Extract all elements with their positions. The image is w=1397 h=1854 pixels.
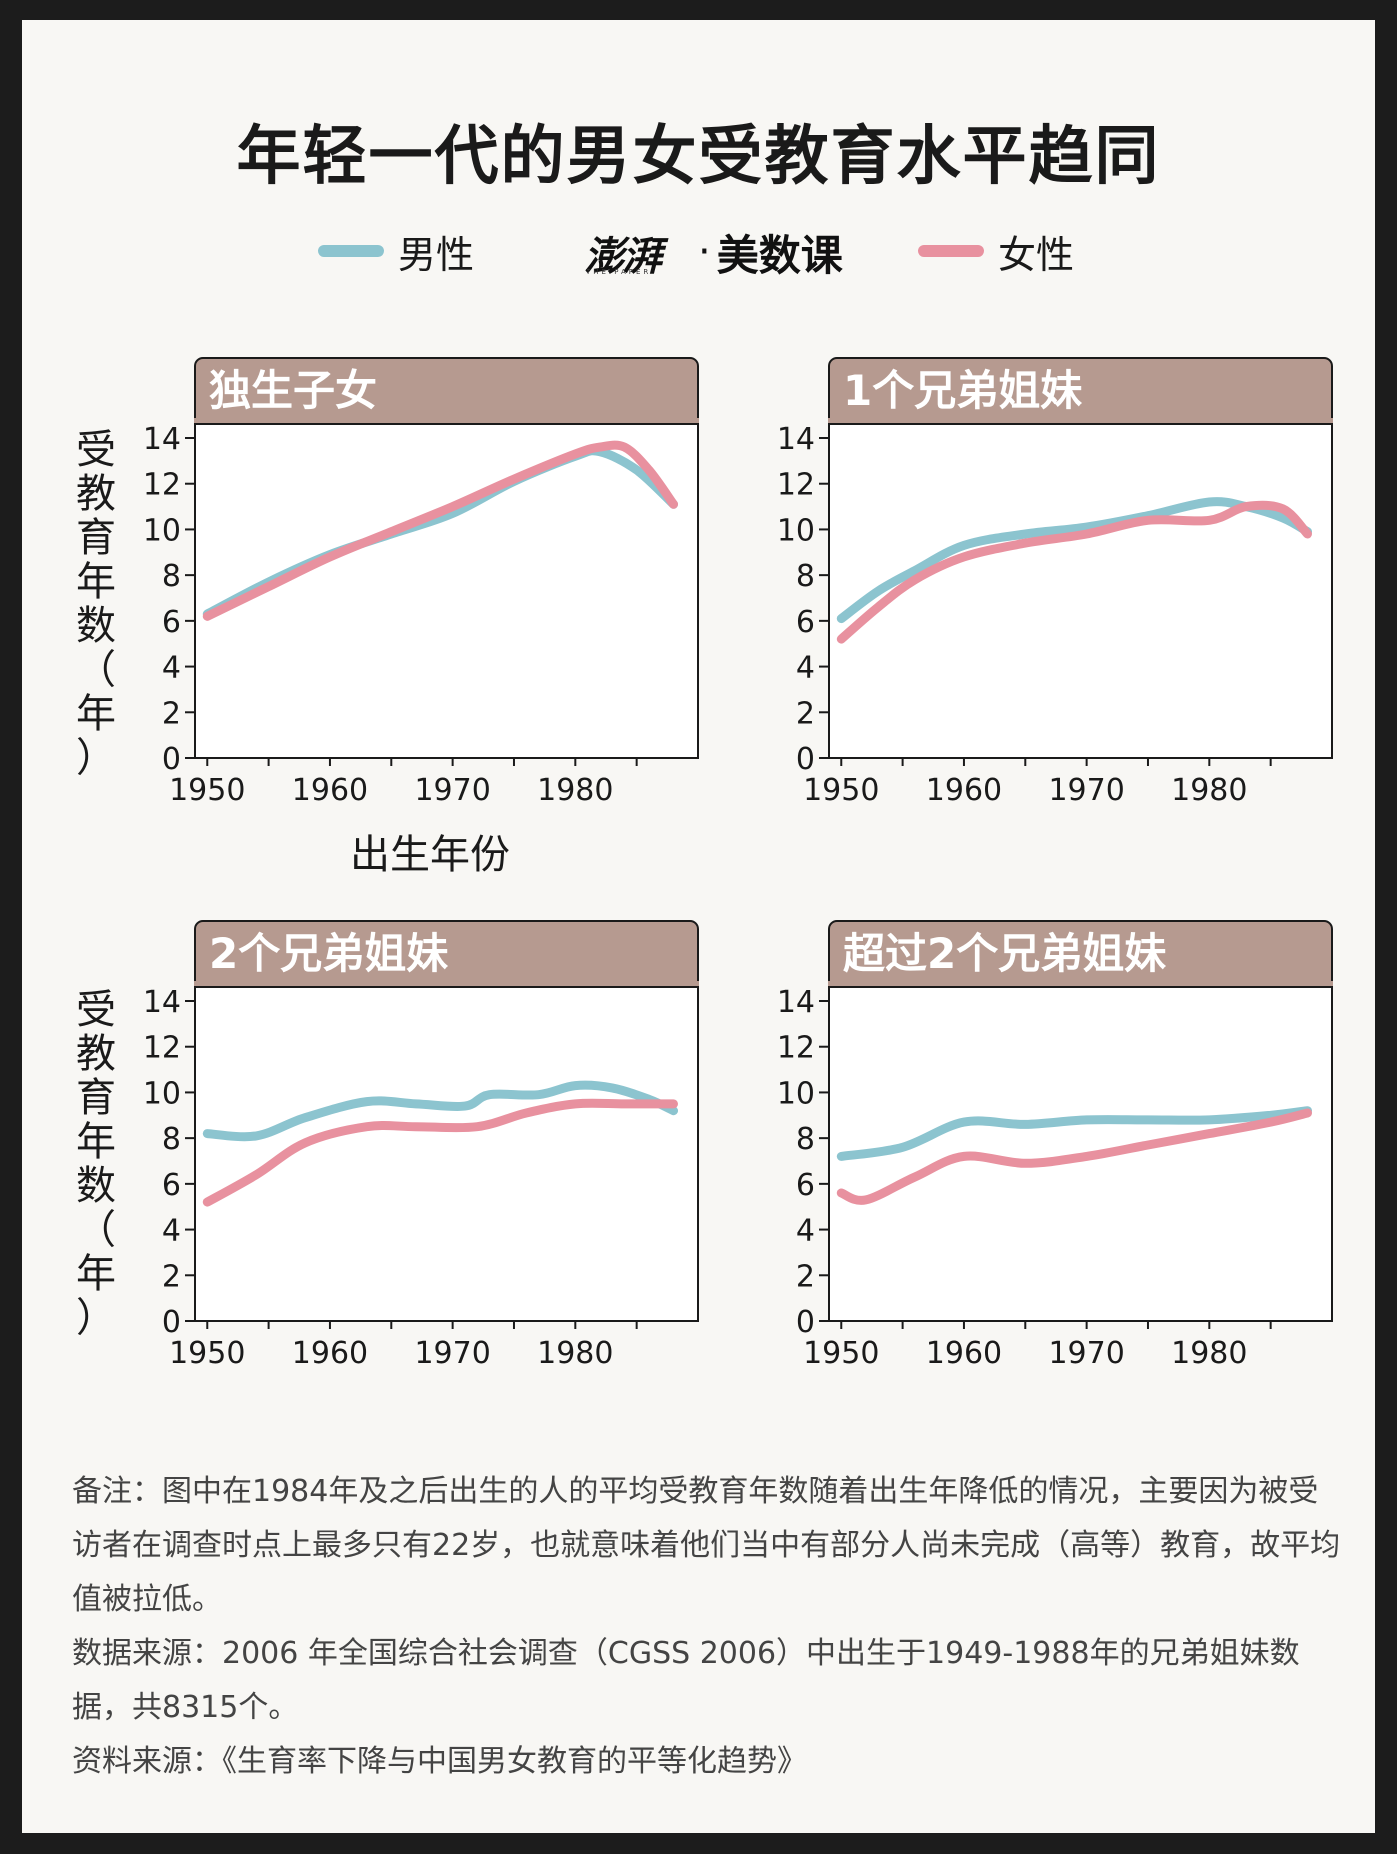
y-tick-label: 14 xyxy=(143,985,181,1020)
y-tick-label: 8 xyxy=(162,1122,181,1157)
y-tick-label: 4 xyxy=(796,651,815,686)
x-tick-label: 1950 xyxy=(803,1336,879,1371)
y-tick-label: 0 xyxy=(796,742,815,777)
x-tick-label: 1980 xyxy=(537,1336,613,1371)
y-tick-label: 0 xyxy=(162,742,181,777)
panel-title: 独生子女 xyxy=(209,366,377,415)
y-tick-label: 14 xyxy=(777,985,815,1020)
series-line-female xyxy=(202,440,678,621)
series-line-male xyxy=(836,1106,1312,1161)
y-tick-label: 14 xyxy=(777,422,815,457)
y-tick-label: 0 xyxy=(162,1305,181,1340)
page-title: 年轻一代的男女受教育水平趋同 xyxy=(236,120,1161,194)
note-remark: 备注：图中在1984年及之后出生的人的平均受教育年数随着出生年降低的情况，主要因… xyxy=(72,1474,1341,1617)
y-tick-label: 10 xyxy=(143,513,181,548)
y-tick-label: 4 xyxy=(162,651,181,686)
y-tick-label: 12 xyxy=(143,468,181,503)
series-line-female xyxy=(202,1098,678,1207)
panel-header-join xyxy=(194,418,699,426)
y-tick-label: 12 xyxy=(143,1031,181,1066)
the-paper-logo: 澎湃 THE PAPER xyxy=(584,222,694,282)
panel-header-join xyxy=(194,981,699,989)
y-tick-label: 2 xyxy=(162,1259,181,1294)
plot-area xyxy=(194,423,699,759)
x-tick-label: 1980 xyxy=(537,773,613,808)
legend-female: 女性 xyxy=(918,226,1075,277)
brand-logo: 澎湃 THE PAPER · 美数课 xyxy=(584,222,843,282)
x-tick-label: 1970 xyxy=(414,1336,490,1371)
x-tick-label: 1970 xyxy=(1048,1336,1124,1371)
y-tick-label: 12 xyxy=(777,1031,815,1066)
legend-male-swatch xyxy=(318,245,384,257)
series-line-female xyxy=(836,1108,1312,1205)
series-line-male xyxy=(202,1080,678,1142)
x-tick-label: 1960 xyxy=(926,1336,1002,1371)
note-reference: 资料来源：《生育率下降与中国男女教育的平等化趋势》 xyxy=(72,1744,807,1779)
panel-header-join xyxy=(828,981,1333,989)
y-tick-label: 2 xyxy=(796,696,815,731)
y-tick-label: 4 xyxy=(162,1214,181,1249)
y-tick-label: 2 xyxy=(796,1259,815,1294)
x-tick-label: 1950 xyxy=(803,773,879,808)
y-axis-label-bottom: 受教育年数（年） xyxy=(76,987,116,1341)
y-tick-label: 8 xyxy=(162,559,181,594)
the-paper-logo-en: THE PAPER xyxy=(586,268,652,276)
panel-title: 超过2个兄弟姐妹 xyxy=(843,929,1166,978)
panel-title: 2个兄弟姐妹 xyxy=(209,929,448,978)
y-tick-label: 10 xyxy=(777,513,815,548)
x-tick-label: 1980 xyxy=(1171,773,1247,808)
chart-panel-0: 独生子女 0 2 4 6 8 10 12 14 1950 1960 1970 1980 xyxy=(143,357,699,808)
y-tick-label: 8 xyxy=(796,1122,815,1157)
chart-panel-3: 超过2个兄弟姐妹 0 2 4 6 8 10 12 14 1950 1960 1970 1980 xyxy=(777,920,1333,1371)
legend-female-label: 女性 xyxy=(998,232,1075,277)
y-tick-label: 0 xyxy=(796,1305,815,1340)
y-tick-label: 2 xyxy=(162,696,181,731)
chart-panel-1: 1个兄弟姐妹 0 2 4 6 8 10 12 14 1950 1960 1970 1980 xyxy=(777,357,1333,808)
x-tick-label: 1980 xyxy=(1171,1336,1247,1371)
brand-separator: · xyxy=(698,229,711,275)
legend-female-swatch xyxy=(918,245,984,257)
chart-panel-2: 2个兄弟姐妹 0 2 4 6 8 10 12 14 1950 1960 1970 1980 xyxy=(143,920,699,1371)
y-axis-label-top: 受教育年数（年） xyxy=(76,427,116,781)
panel-header-join xyxy=(828,418,1333,426)
series-line-female xyxy=(836,500,1312,644)
y-tick-label: 6 xyxy=(162,605,181,640)
y-tick-label: 6 xyxy=(796,605,815,640)
legend-male: 男性 xyxy=(318,226,475,277)
y-tick-label: 14 xyxy=(143,422,181,457)
x-tick-label: 1950 xyxy=(169,1336,245,1371)
legend-male-label: 男性 xyxy=(398,232,475,277)
x-tick-label: 1960 xyxy=(292,773,368,808)
x-tick-label: 1970 xyxy=(1048,773,1124,808)
y-tick-label: 4 xyxy=(796,1214,815,1249)
y-tick-label: 10 xyxy=(143,1076,181,1111)
x-axis-label: 出生年份 xyxy=(350,832,510,878)
plot-area xyxy=(194,986,699,1322)
y-tick-label: 8 xyxy=(796,559,815,594)
plot-area xyxy=(828,423,1333,759)
x-tick-label: 1970 xyxy=(414,773,490,808)
note-data-source: 数据来源：2006 年全国综合社会调查（CGSS 2006）中出生于1949-1… xyxy=(72,1636,1300,1725)
brand-name: 美数课 xyxy=(716,230,843,280)
x-tick-label: 1960 xyxy=(926,773,1002,808)
panel-title: 1个兄弟姐妹 xyxy=(843,366,1082,415)
y-tick-label: 12 xyxy=(777,468,815,503)
x-tick-label: 1960 xyxy=(292,1336,368,1371)
y-tick-label: 10 xyxy=(777,1076,815,1111)
x-tick-label: 1950 xyxy=(169,773,245,808)
y-tick-label: 6 xyxy=(796,1168,815,1203)
y-tick-label: 6 xyxy=(162,1168,181,1203)
the-paper-logo-cn: 澎湃 xyxy=(584,233,662,280)
footnotes: 备注：图中在1984年及之后出生的人的平均受教育年数随着出生年降低的情况，主要因… xyxy=(72,1465,1342,1789)
